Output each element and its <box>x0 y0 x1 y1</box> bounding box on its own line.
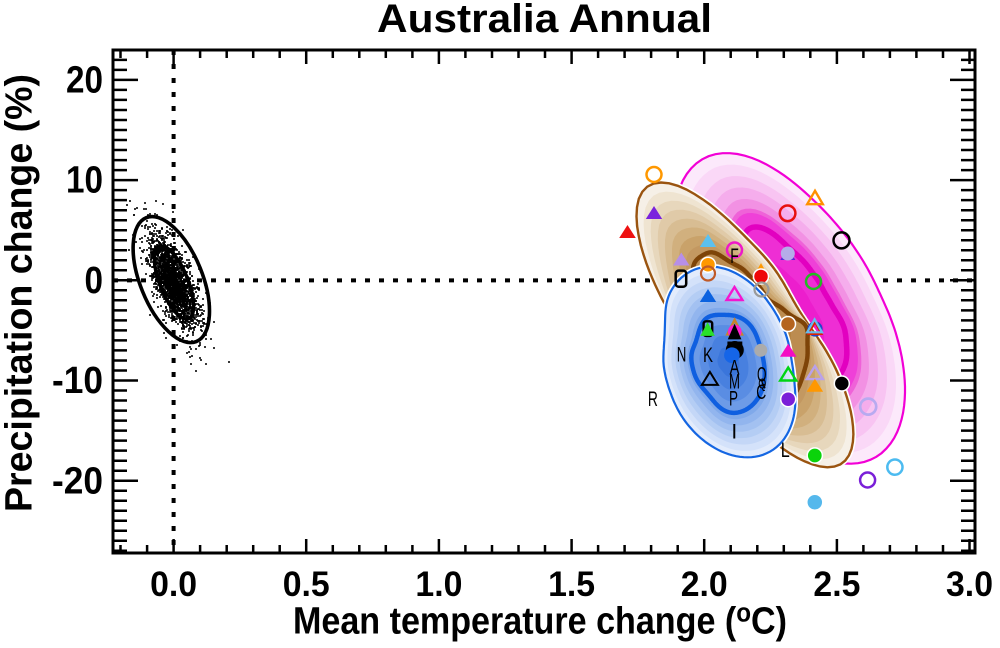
svg-text:M: M <box>729 371 740 394</box>
svg-text:K: K <box>703 344 713 367</box>
svg-text:1.5: 1.5 <box>548 565 595 604</box>
svg-text:10: 10 <box>66 160 103 202</box>
svg-text:0: 0 <box>85 260 104 302</box>
svg-text:Precipitation change (%): Precipitation change (%) <box>0 74 41 512</box>
svg-text:Australia Annual: Australia Annual <box>377 0 712 41</box>
svg-text:0.5: 0.5 <box>283 565 330 604</box>
svg-text:Q: Q <box>758 376 766 393</box>
svg-text:L: L <box>781 439 790 462</box>
svg-text:Q: Q <box>757 364 767 387</box>
svg-text:20: 20 <box>66 60 103 102</box>
svg-text:0.0: 0.0 <box>150 565 197 604</box>
svg-text:2.0: 2.0 <box>681 565 728 604</box>
svg-text:2.5: 2.5 <box>813 565 860 604</box>
svg-text:1.0: 1.0 <box>415 565 462 604</box>
svg-text:Mean temperature change (oC): Mean temperature change (oC) <box>293 598 787 643</box>
svg-text:C: C <box>756 381 766 404</box>
svg-text:-20: -20 <box>52 460 103 502</box>
svg-text:3.0: 3.0 <box>946 565 993 604</box>
svg-text:A: A <box>730 357 740 380</box>
svg-text:N: N <box>677 343 687 366</box>
svg-text:I: I <box>731 421 737 444</box>
svg-text:-10: -10 <box>52 360 103 402</box>
svg-text:R: R <box>648 388 658 411</box>
svg-text:P: P <box>729 388 738 411</box>
svg-text:F: F <box>730 245 739 268</box>
